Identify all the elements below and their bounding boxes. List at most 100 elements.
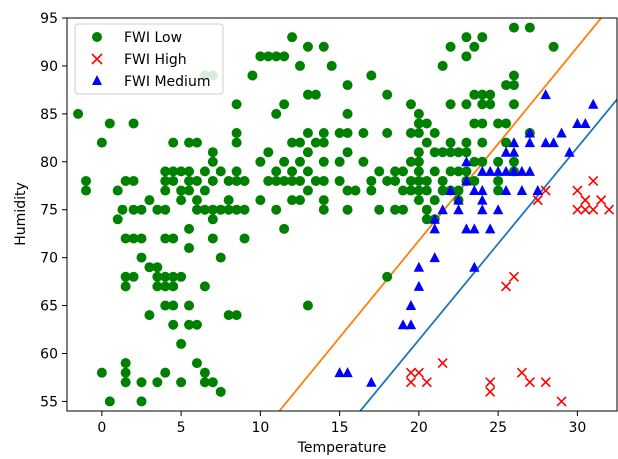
data-point-fwi-medium (500, 185, 512, 196)
data-point-fwi-medium (580, 117, 591, 128)
data-point-fwi-low (461, 51, 472, 62)
data-point-fwi-high (405, 367, 417, 378)
data-point-fwi-low (160, 175, 171, 186)
data-point-fwi-low (390, 175, 401, 186)
x-tick-label: 30 (568, 420, 586, 436)
data-point-fwi-low (429, 166, 440, 177)
data-point-fwi-low (342, 147, 353, 158)
data-point-fwi-high (572, 204, 583, 215)
data-point-fwi-low (405, 99, 416, 110)
data-point-fwi-low (263, 147, 274, 158)
data-point-fwi-low (112, 185, 123, 196)
data-point-fwi-medium (572, 117, 583, 128)
data-point-fwi-low (287, 195, 298, 206)
data-point-fwi-medium (437, 204, 448, 215)
data-point-fwi-low (287, 175, 298, 186)
data-point-fwi-low (279, 99, 290, 110)
series-fwi-high (405, 175, 615, 407)
legend-marker-fwi-high (91, 53, 103, 65)
data-point-fwi-low (160, 204, 171, 215)
y-tick-label: 95 (40, 11, 58, 27)
data-point-fwi-low (117, 204, 128, 215)
data-point-fwi-low (184, 166, 195, 177)
data-point-fwi-medium (516, 185, 528, 196)
data-point-fwi-low (191, 175, 202, 186)
data-point-fwi-low (318, 204, 329, 215)
data-point-fwi-low (136, 396, 147, 407)
data-point-fwi-medium (413, 280, 425, 291)
data-point-fwi-low (128, 118, 139, 129)
data-point-fwi-medium (477, 194, 488, 205)
data-point-fwi-low (429, 147, 440, 158)
data-point-fwi-low (231, 175, 242, 186)
data-point-fwi-low (294, 137, 305, 148)
data-point-fwi-medium (461, 223, 472, 234)
data-point-fwi-low (318, 175, 329, 186)
data-point-fwi-low (334, 156, 345, 167)
data-point-fwi-low (239, 175, 250, 186)
data-point-fwi-low (413, 147, 424, 158)
data-point-fwi-low (144, 310, 155, 321)
data-point-fwi-low (152, 262, 163, 273)
data-point-fwi-low (279, 156, 290, 167)
data-point-fwi-low (318, 137, 329, 148)
data-point-fwi-medium (556, 127, 567, 138)
data-point-fwi-low (160, 166, 171, 177)
data-point-fwi-low (374, 166, 385, 177)
data-point-fwi-low (184, 223, 195, 234)
data-point-fwi-low (73, 108, 84, 119)
data-point-fwi-low (398, 204, 409, 215)
data-point-fwi-high (556, 396, 567, 407)
data-point-fwi-low (445, 137, 456, 148)
data-point-fwi-medium (429, 223, 440, 234)
data-point-fwi-low (477, 156, 488, 167)
data-point-fwi-low (136, 252, 147, 263)
data-point-fwi-low (493, 175, 504, 186)
data-point-fwi-low (413, 108, 424, 119)
data-point-fwi-low (152, 377, 163, 388)
data-point-fwi-low (548, 41, 559, 52)
data-point-fwi-medium (397, 319, 409, 330)
x-tick-label: 5 (177, 420, 186, 436)
data-point-fwi-low (477, 137, 488, 148)
data-point-fwi-low (310, 175, 321, 186)
data-point-fwi-low (176, 166, 187, 177)
data-point-fwi-high (485, 377, 496, 388)
data-point-fwi-low (184, 137, 195, 148)
data-point-fwi-low (342, 204, 353, 215)
data-point-fwi-low (421, 118, 432, 129)
y-tick-label: 85 (40, 107, 58, 123)
data-point-fwi-low (128, 271, 139, 282)
data-point-fwi-high (588, 175, 599, 187)
data-point-fwi-low (485, 99, 496, 110)
data-point-fwi-medium (524, 165, 536, 176)
data-point-fwi-high (524, 377, 535, 388)
data-point-fwi-low (287, 137, 298, 148)
data-point-fwi-medium (564, 146, 575, 157)
data-point-fwi-medium (508, 146, 520, 157)
data-point-fwi-low (382, 175, 393, 186)
data-point-fwi-low (152, 204, 163, 215)
data-point-fwi-low (136, 204, 147, 215)
data-point-fwi-low (421, 175, 432, 186)
data-point-fwi-low (342, 185, 353, 196)
data-point-fwi-low (120, 233, 131, 244)
data-point-fwi-low (120, 358, 131, 369)
data-point-fwi-medium (429, 252, 440, 263)
data-point-fwi-low (231, 310, 242, 321)
data-point-fwi-low (421, 137, 432, 148)
data-point-fwi-low (128, 233, 139, 244)
data-point-fwi-low (501, 80, 512, 91)
data-point-fwi-low (279, 223, 290, 234)
data-point-fwi-medium (500, 165, 512, 176)
data-point-fwi-low (342, 108, 353, 119)
y-tick-label: 60 (40, 346, 58, 362)
data-point-fwi-low (96, 137, 107, 148)
data-point-fwi-low (176, 195, 187, 206)
data-point-fwi-medium (413, 261, 425, 272)
data-point-fwi-low (358, 128, 369, 139)
data-point-fwi-low (231, 166, 242, 177)
data-point-fwi-low (461, 99, 472, 110)
data-point-fwi-low (493, 118, 504, 129)
data-point-fwi-low (255, 156, 266, 167)
